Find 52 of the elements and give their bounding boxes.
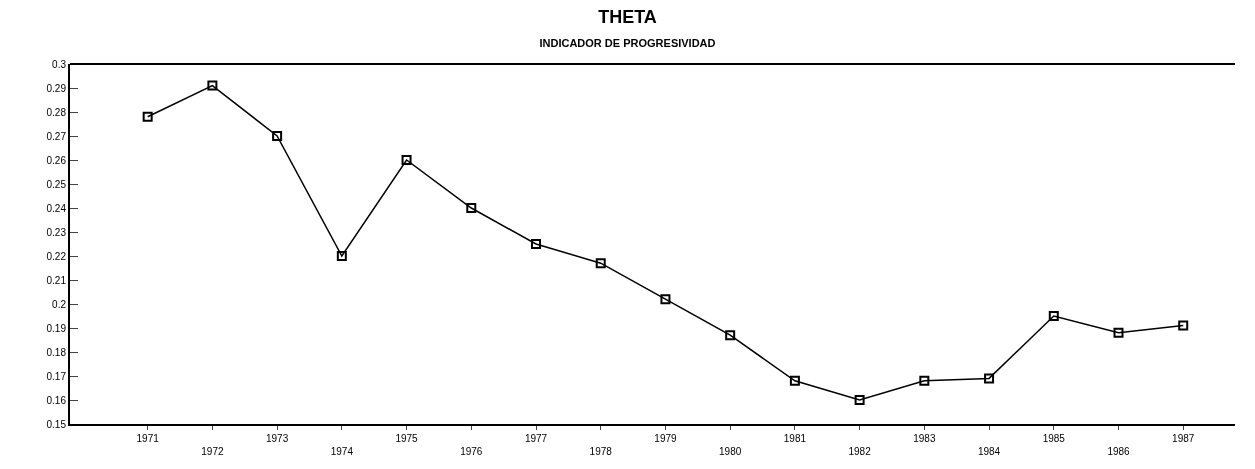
point [466, 203, 477, 213]
y-tick-label: 0.27 [46, 130, 67, 142]
point [725, 330, 736, 341]
y-tick-label: 0.24 [46, 202, 67, 214]
x-tick-label: 1975 [395, 433, 419, 444]
point [854, 395, 865, 405]
y-tick-label: 0.29 [46, 82, 67, 94]
x-tick-label: 1973 [265, 433, 289, 444]
y-tick-label: 0.16 [46, 394, 67, 406]
point [207, 80, 218, 91]
x-tick-label: 1982 [848, 446, 872, 457]
y-tick-label: 0.21 [46, 274, 67, 286]
point [272, 131, 283, 141]
y-tick-label: 0.22 [46, 250, 67, 262]
point [919, 375, 930, 386]
y-tick-label: 0.2 [52, 298, 67, 310]
x-tick-label: 1984 [977, 446, 1001, 457]
point [1048, 311, 1059, 321]
point [595, 258, 606, 269]
y-tick-label: 0.17 [46, 370, 67, 382]
x-tick-label: 1978 [589, 446, 613, 457]
y-tick-label: 0.18 [46, 346, 67, 358]
point [336, 251, 347, 261]
point [984, 373, 995, 384]
x-tick-label: 1983 [913, 433, 936, 444]
y-tick-label: 0.15 [46, 418, 67, 430]
x-tick-label: 1977 [524, 433, 548, 444]
point [401, 155, 412, 165]
y-tick-label: 0.25 [46, 178, 67, 190]
x-tick-label: 1985 [1042, 433, 1066, 444]
x-tick-label: 1976 [460, 446, 483, 457]
x-tick-label: 1971 [136, 433, 160, 444]
x-tick-label: 1987 [1172, 433, 1195, 444]
x-tick-label: 1980 [719, 446, 742, 457]
y-tick-label: 0.3 [52, 58, 67, 70]
point [1178, 320, 1189, 331]
point [660, 294, 671, 305]
y-tick-label: 0.26 [46, 154, 67, 166]
chart-title: THETA [598, 7, 657, 28]
x-tick-label: 1981 [783, 433, 807, 444]
point [142, 111, 153, 122]
y-tick-label: 0.19 [46, 322, 67, 334]
chart-subtitle: INDICADOR DE PROGRESIVIDAD [539, 36, 716, 49]
x-tick-label: 1974 [330, 446, 354, 457]
x-tick-label: 1979 [654, 433, 677, 444]
point [531, 239, 541, 249]
x-tick-label: 1986 [1107, 446, 1131, 457]
y-tick-label: 0.28 [46, 106, 67, 118]
point [789, 375, 800, 386]
y-tick-label: 0.23 [46, 226, 67, 238]
point [1113, 327, 1124, 338]
x-tick-label: 1972 [201, 446, 224, 457]
